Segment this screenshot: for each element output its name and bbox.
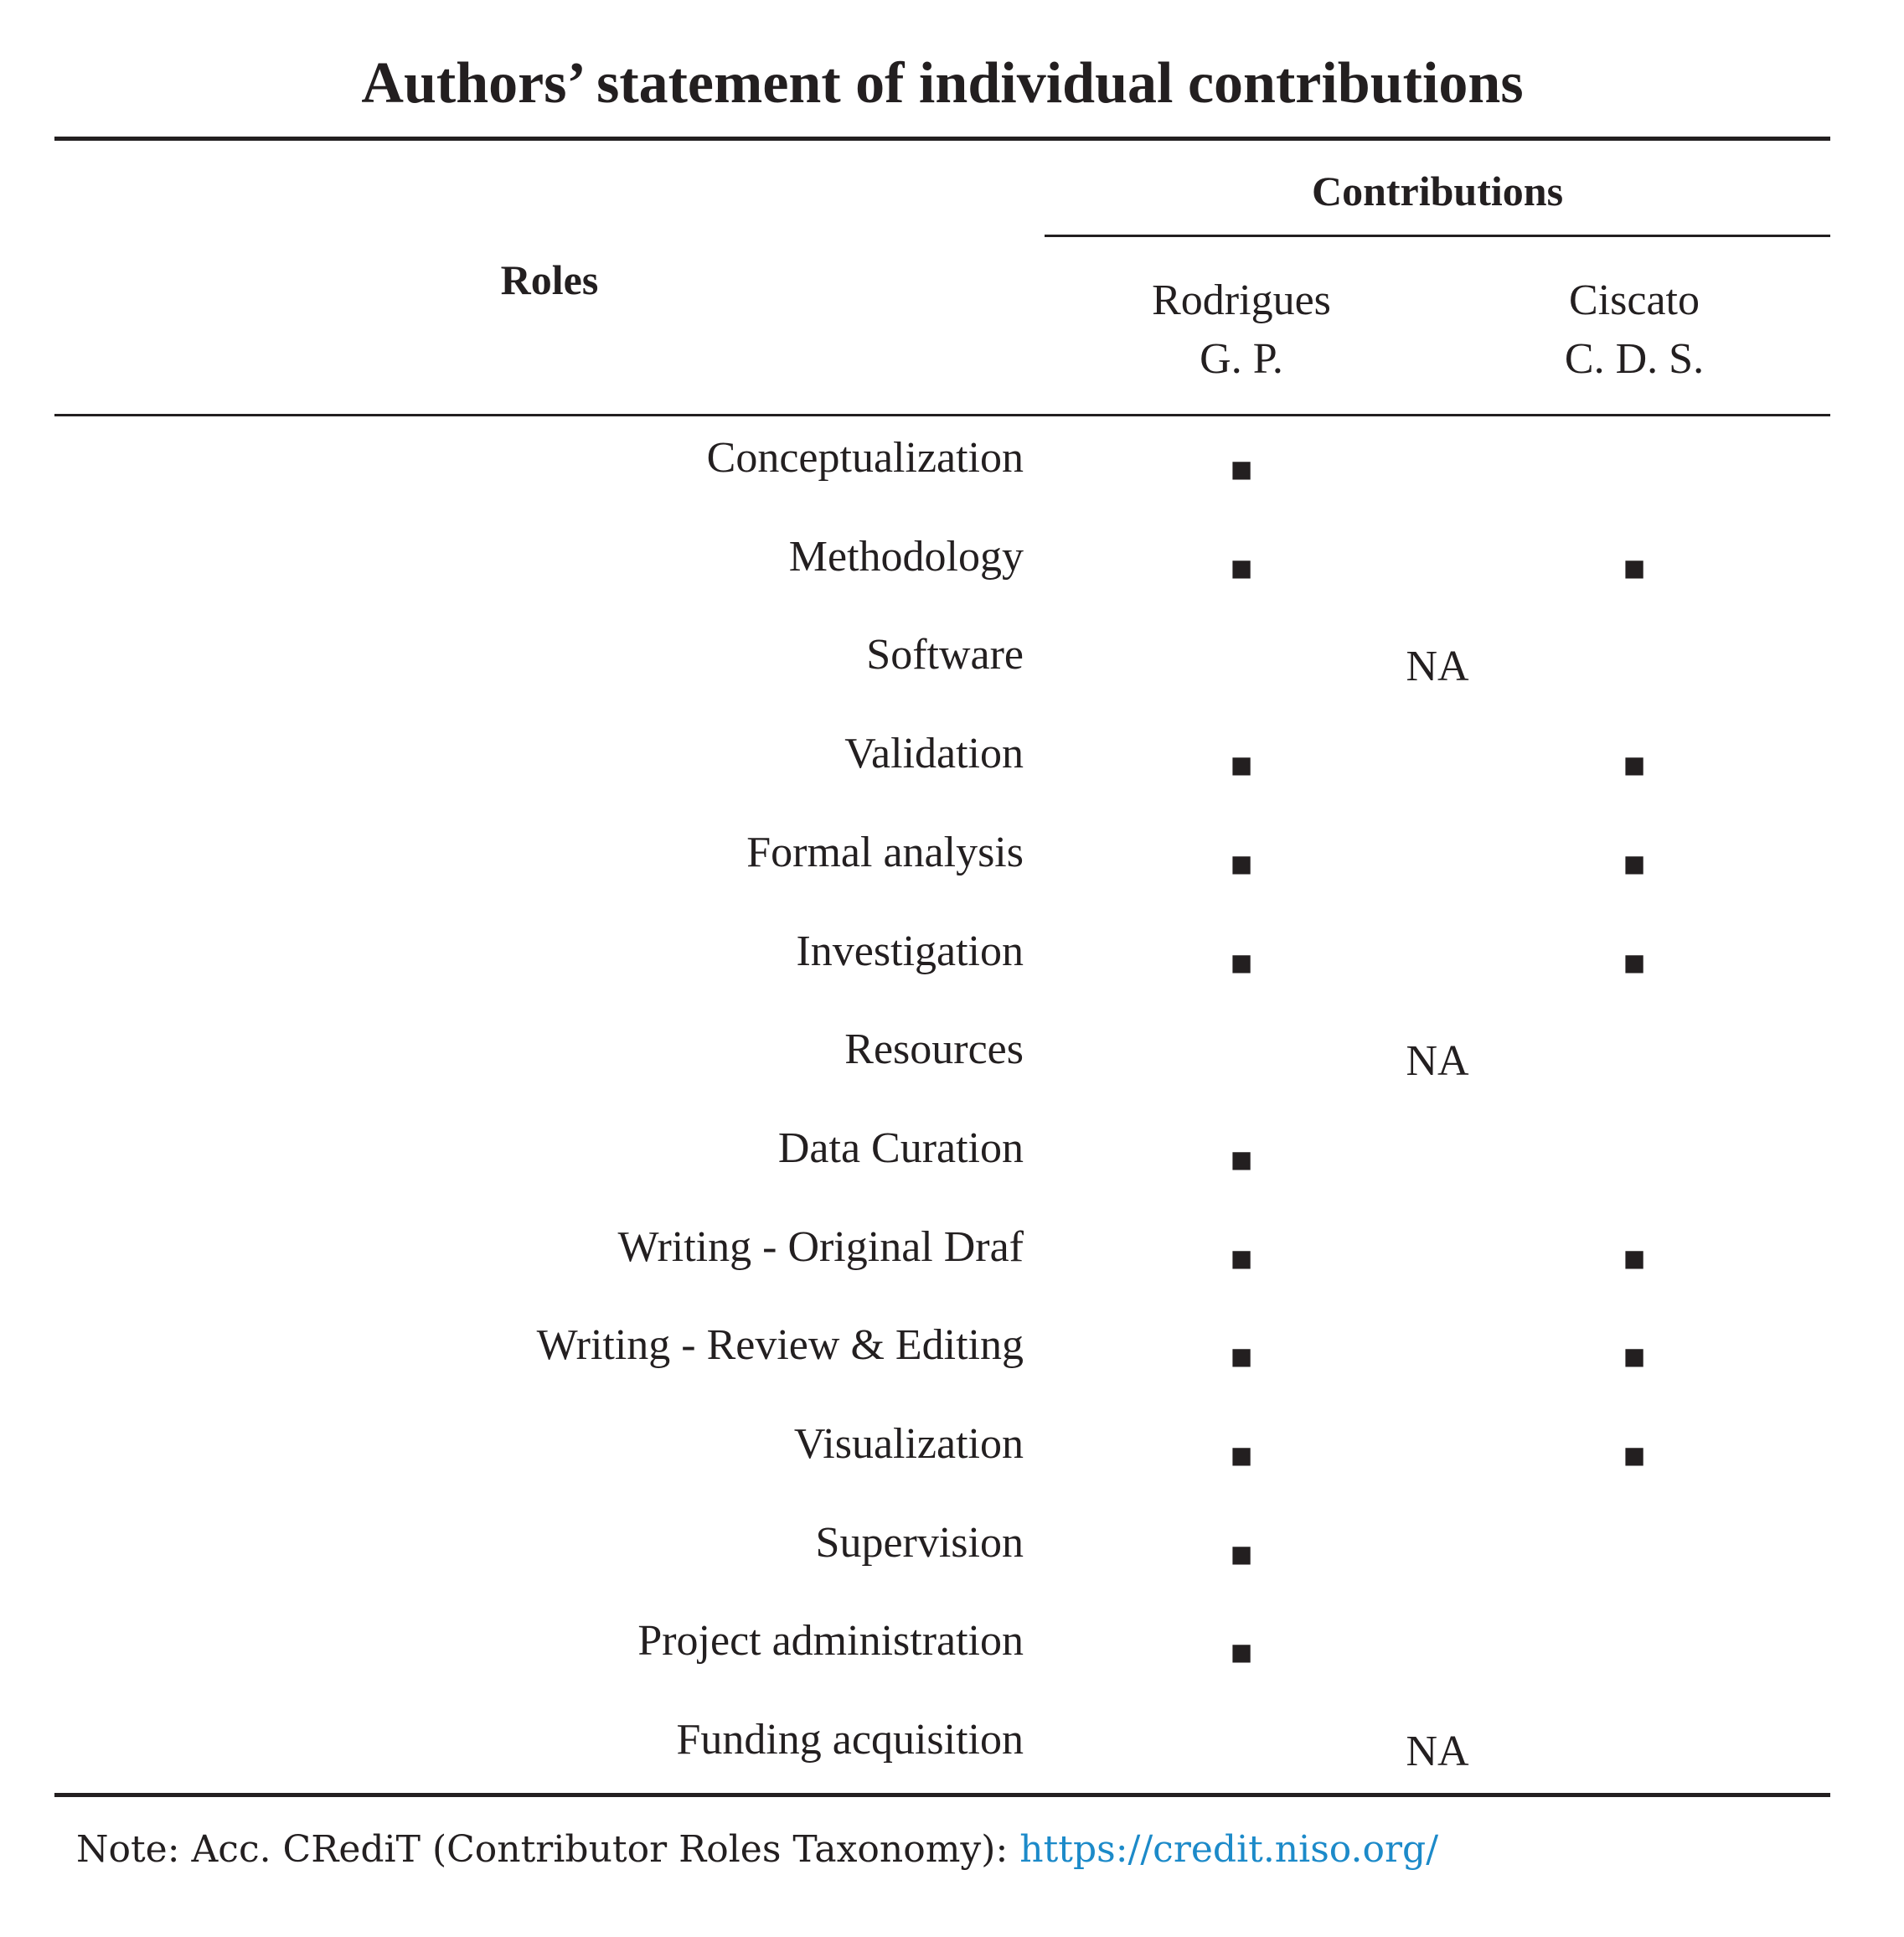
contribution-mark: ■ [1623, 1237, 1646, 1279]
contribution-mark: ■ [1230, 449, 1253, 490]
role-label: Resources [844, 1025, 1024, 1074]
na-cell: NA [1406, 1728, 1469, 1776]
contribution-mark: ■ [1230, 1336, 1253, 1378]
role-label: Methodology [788, 532, 1024, 581]
contribution-mark: ■ [1230, 1533, 1253, 1575]
rule [54, 1793, 1830, 1797]
contribution-mark: ■ [1623, 547, 1646, 589]
contribution-mark: ■ [1230, 942, 1253, 984]
contribution-mark: ■ [1623, 745, 1646, 787]
na-cell: NA [1406, 643, 1469, 691]
contribution-mark: ■ [1230, 1632, 1253, 1674]
contribution-mark: ■ [1623, 942, 1646, 984]
role-label: Data Curation [777, 1123, 1024, 1172]
role-label: Project administration [637, 1617, 1024, 1666]
role-label: Supervision [815, 1518, 1024, 1567]
contribution-mark: ■ [1623, 1336, 1646, 1378]
author-name: Ciscato [1569, 276, 1700, 324]
author-name: G. P. [1200, 335, 1283, 383]
role-label: Writing - Original Draf [617, 1222, 1024, 1271]
role-label: Investigation [796, 927, 1024, 975]
contributions-header: Contributions [1311, 168, 1564, 214]
rule [1045, 235, 1830, 237]
author-name: Rodrigues [1152, 276, 1331, 324]
role-label: Software [866, 631, 1024, 679]
rule [54, 137, 1830, 141]
role-label: Funding acquisition [676, 1716, 1024, 1764]
role-label: Formal analysis [746, 828, 1024, 876]
note-link[interactable]: https://credit.niso.org/ [1019, 1828, 1439, 1871]
contribution-mark: ■ [1230, 843, 1253, 885]
title: Authors’ statement of individual contrib… [361, 51, 1524, 116]
note-text: Note: Acc. CRediT (Contributor Roles Tax… [76, 1828, 1020, 1871]
contribution-mark: ■ [1623, 843, 1646, 885]
rule [54, 414, 1830, 416]
note: Note: Acc. CRediT (Contributor Roles Tax… [76, 1831, 1438, 1868]
author-name: C. D. S. [1564, 335, 1705, 383]
role-label: Conceptualization [706, 434, 1024, 482]
role-label: Writing - Review & Editing [536, 1321, 1024, 1370]
na-cell: NA [1406, 1037, 1469, 1086]
contribution-mark: ■ [1230, 1237, 1253, 1279]
role-label: Validation [844, 730, 1024, 778]
role-label: Visualization [793, 1420, 1024, 1468]
contribution-mark: ■ [1230, 1139, 1253, 1180]
roles-header: Roles [500, 256, 599, 303]
contribution-mark: ■ [1230, 745, 1253, 787]
contribution-mark: ■ [1623, 1435, 1646, 1476]
contribution-mark: ■ [1230, 1435, 1253, 1476]
contribution-mark: ■ [1230, 547, 1253, 589]
